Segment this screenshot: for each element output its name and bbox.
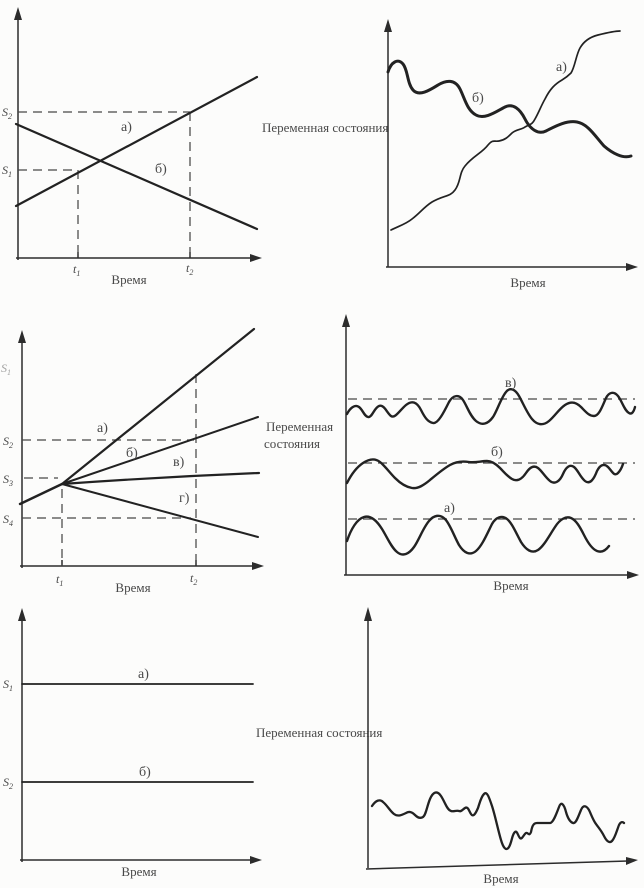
series-a-curve bbox=[390, 30, 621, 231]
series-v-label: в) bbox=[505, 376, 517, 391]
y-tick-s1: S1 bbox=[2, 163, 12, 179]
chart-6-stationary-stochastic: Время bbox=[364, 607, 638, 886]
y-axis-arrowhead bbox=[342, 314, 350, 327]
y-tick-s1-faint: S1 bbox=[1, 361, 11, 377]
x-axis-arrowhead bbox=[626, 857, 638, 865]
series-a-label: а) bbox=[121, 120, 132, 135]
series-b-label: б) bbox=[491, 445, 503, 460]
y-axis-arrowhead bbox=[364, 607, 372, 621]
series-a-line bbox=[14, 75, 259, 208]
x-tick-t2: t2 bbox=[190, 571, 197, 587]
series-g-line bbox=[61, 483, 259, 538]
series-a-curve bbox=[345, 514, 611, 556]
x-tick-t1: t1 bbox=[56, 572, 63, 588]
series-g-label: г) bbox=[179, 491, 190, 506]
chart-1-linear-trends: S2 S1 а) б) t1 t2 Время bbox=[2, 7, 262, 287]
y-tick-s2: S2 bbox=[2, 105, 12, 121]
x-axis-label: Время bbox=[111, 272, 146, 287]
x-axis-label: Время bbox=[121, 864, 156, 879]
x-axis-tick-marks bbox=[77, 252, 191, 258]
y-tick-s4: S4 bbox=[3, 512, 13, 528]
x-axis-label: Время bbox=[510, 275, 545, 290]
y-axis-arrowhead bbox=[18, 330, 26, 343]
y-tick-s3: S3 bbox=[3, 472, 13, 488]
series-v-line bbox=[60, 471, 261, 486]
series-a-label: а) bbox=[556, 60, 567, 75]
state-variable-label-row2-line2: состояния bbox=[264, 436, 320, 451]
series-b-curve bbox=[345, 458, 625, 490]
chart-4-oscillations-around-levels: в) б) а) Время bbox=[342, 314, 639, 593]
x-tick-t2: t2 bbox=[186, 261, 193, 277]
series-b-line bbox=[14, 122, 259, 231]
chart-3-linear-fan: S1 S2 S3 S4 а) б) в) г) t1 t2 Время bbox=[1, 327, 264, 595]
chart-5-constant-levels: S1 S2 а) б) Время bbox=[3, 608, 262, 879]
x-axis-label: Время bbox=[493, 578, 528, 593]
series-a-label: а) bbox=[97, 421, 108, 436]
y-axis-arrowhead bbox=[14, 7, 22, 20]
x-axis-tick-marks bbox=[61, 560, 197, 566]
x-axis-arrowhead bbox=[250, 254, 262, 262]
x-axis-arrowhead bbox=[252, 562, 264, 570]
series-v-curve bbox=[345, 388, 637, 426]
entry-segment-line bbox=[18, 482, 64, 506]
y-axis-arrowhead bbox=[384, 19, 392, 32]
series-a-label: а) bbox=[444, 501, 455, 516]
stochastic-curve bbox=[370, 791, 626, 851]
chart-2-stochastic-trends: а) б) Время bbox=[384, 19, 638, 290]
x-axis-arrowhead bbox=[250, 856, 262, 864]
series-b-label: б) bbox=[139, 765, 151, 780]
x-axis-label: Время bbox=[483, 871, 518, 886]
y-tick-s2: S2 bbox=[3, 434, 13, 450]
y-axis-arrowhead bbox=[18, 608, 26, 621]
x-tick-t1: t1 bbox=[73, 262, 80, 278]
series-b-label: б) bbox=[126, 446, 138, 461]
x-axis-arrowhead bbox=[626, 263, 638, 271]
series-a-line bbox=[60, 327, 256, 486]
series-b-label: б) bbox=[155, 162, 167, 177]
state-variable-label-row2-line1: Переменная bbox=[266, 419, 333, 434]
series-b-line bbox=[61, 416, 259, 485]
x-axis-label: Время bbox=[115, 580, 150, 595]
series-b-label: б) bbox=[472, 91, 484, 106]
y-tick-s2: S2 bbox=[3, 775, 13, 791]
state-variable-label-row1: Переменная состояния bbox=[262, 120, 388, 135]
x-axis-arrowhead bbox=[627, 571, 639, 579]
state-variable-label-row3: Переменная состояния bbox=[256, 725, 382, 740]
x-axis-line bbox=[365, 860, 629, 870]
y-tick-s1: S1 bbox=[3, 677, 13, 693]
series-a-label: а) bbox=[138, 667, 149, 682]
series-b-curve bbox=[386, 59, 633, 159]
series-v-label: в) bbox=[173, 455, 185, 470]
